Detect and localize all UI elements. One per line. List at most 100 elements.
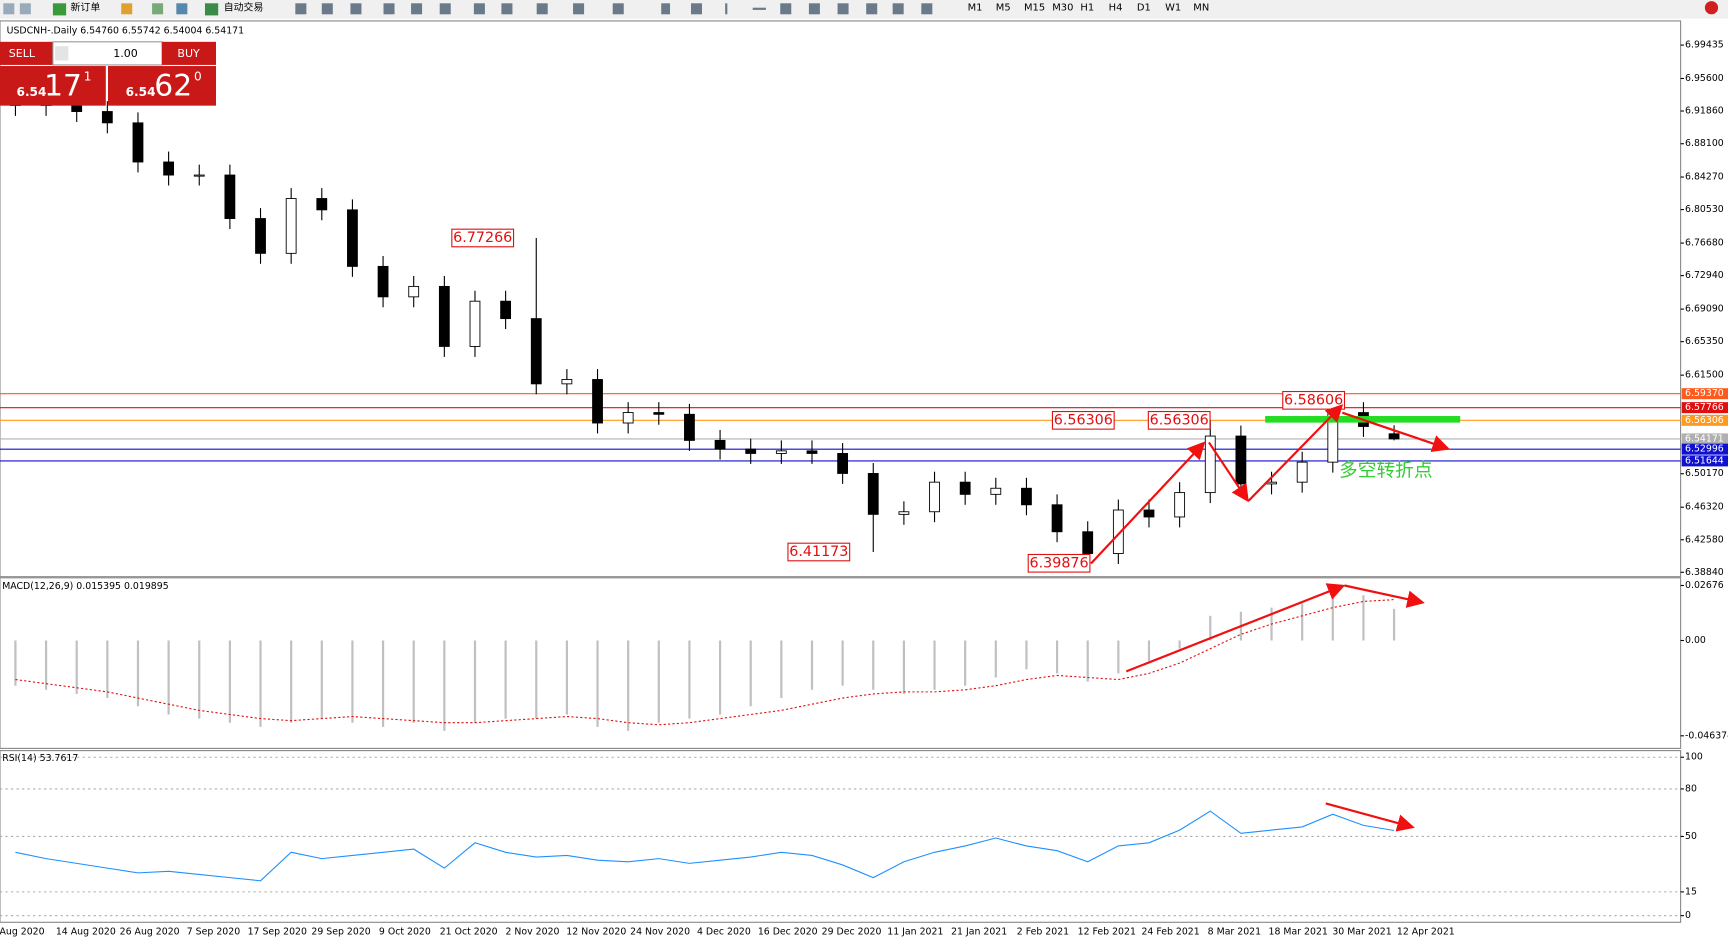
x-tick-label: 12 Nov 2020 (566, 927, 626, 938)
timeframe[interactable]: M1 (968, 3, 983, 14)
arrow (1247, 404, 1344, 502)
x-tick-label: 26 Aug 2020 (120, 927, 180, 938)
icon[interactable] (295, 3, 307, 15)
arrows (1090, 404, 1451, 832)
timeframe[interactable]: W1 (1165, 3, 1181, 14)
icon[interactable] (725, 3, 728, 15)
y-tick-label: 6.99435 (1685, 40, 1724, 51)
bid-box[interactable] (0, 66, 106, 106)
icon[interactable] (892, 3, 904, 15)
lot-value[interactable]: 1.00 (113, 47, 138, 60)
icon[interactable] (501, 3, 513, 15)
timeframe[interactable]: M15 (1024, 3, 1045, 14)
x-tick-label: 8 Mar 2021 (1208, 927, 1261, 938)
icon[interactable] (204, 3, 219, 16)
level-label: 6.56306 (1685, 415, 1724, 426)
icon[interactable] (536, 3, 548, 15)
spin[interactable] (55, 46, 69, 61)
icon[interactable] (121, 3, 133, 15)
x-tick-label: 7 Sep 2020 (187, 927, 240, 938)
icon[interactable] (383, 3, 395, 15)
candle-body (745, 448, 757, 454)
arrow (1341, 411, 1451, 453)
y-tick-label: 6.91860 (1685, 106, 1724, 117)
icon[interactable] (808, 3, 820, 15)
y-tick-label: 0.02676 (1685, 580, 1724, 591)
ask-main: 62 (154, 68, 192, 103)
icon[interactable] (3, 3, 15, 15)
timeframe[interactable]: D1 (1137, 3, 1151, 14)
candle-body (837, 453, 849, 474)
icon[interactable] (176, 3, 188, 15)
icon[interactable] (411, 3, 423, 15)
rsi-line (15, 810, 1395, 882)
icon[interactable] (752, 7, 766, 10)
buy-label[interactable]: BUY (177, 47, 200, 60)
candle-body (101, 111, 113, 124)
macd-title: MACD(12,26,9) 0.015395 0.019895 (2, 581, 169, 592)
icon[interactable] (921, 3, 933, 15)
candle-body (1082, 531, 1094, 554)
sell-button[interactable] (0, 41, 53, 65)
icon[interactable] (690, 3, 702, 15)
candle-body (1143, 509, 1155, 518)
icon[interactable] (473, 3, 485, 15)
candle-body (1388, 433, 1400, 440)
x-tick-label: 29 Sep 2020 (311, 927, 370, 938)
y-tick-label: 6.61500 (1685, 370, 1724, 381)
ask-box[interactable] (108, 66, 216, 106)
level-tag (1681, 433, 1728, 445)
icon[interactable] (780, 3, 792, 15)
icon[interactable] (52, 3, 67, 16)
candle-body (408, 285, 420, 298)
timeframe[interactable]: H4 (1109, 3, 1123, 14)
icon[interactable] (19, 3, 31, 15)
auto-trading[interactable]: 自动交易 (224, 1, 264, 14)
x-tick-label: 24 Feb 2021 (1141, 927, 1199, 938)
candle-body (469, 300, 481, 347)
candle-body (561, 379, 573, 385)
new-order[interactable]: 新订单 (71, 1, 101, 14)
icon[interactable] (321, 3, 333, 15)
chart-title: USDCNH-.Daily 6.54760 6.55742 6.54004 6.… (7, 25, 245, 36)
arrow (1208, 441, 1249, 503)
buy-button[interactable] (162, 41, 216, 65)
candle-body (806, 450, 818, 454)
y-tick-label: 100 (1685, 752, 1703, 763)
alert-icon[interactable] (1704, 1, 1719, 15)
candle-body (684, 413, 695, 441)
icon[interactable] (573, 3, 585, 15)
price-callout-label: 6.41173 (789, 544, 848, 560)
price-callout (787, 542, 851, 562)
turning-point-note: 多空转折点 (1339, 461, 1433, 482)
icon[interactable] (152, 3, 164, 15)
timeframe[interactable]: M30 (1052, 3, 1073, 14)
icon[interactable] (661, 3, 671, 15)
x-tick-label: 11 Jan 2021 (887, 927, 943, 938)
icon[interactable] (837, 3, 849, 15)
icon[interactable] (439, 3, 451, 15)
price-callout (451, 228, 515, 248)
icon[interactable] (612, 3, 624, 15)
icon[interactable] (350, 3, 362, 15)
candle-body (592, 379, 603, 424)
lot-input[interactable] (52, 41, 163, 66)
x-tick-label: 21 Jan 2021 (951, 927, 1007, 938)
sell-label[interactable]: SELL (9, 47, 36, 60)
x-tick-label: 18 Mar 2021 (1269, 927, 1328, 938)
bid-main: 17 (44, 68, 82, 103)
y-tick-label: 6.84270 (1685, 172, 1724, 183)
bid-sup: 1 (84, 70, 92, 84)
rsi-title: RSI(14) 53.7617 (2, 753, 78, 764)
candle-body (285, 198, 297, 254)
timeframe[interactable]: H1 (1080, 3, 1094, 14)
toolbar: 新订单 自动交易 M1 M5 M1 (0, 0, 1728, 19)
level-label: 6.51644 (1685, 455, 1724, 466)
y-tick-label: -0.046374 (1685, 730, 1728, 741)
timeframe[interactable]: MN (1193, 3, 1209, 14)
price-callout (1147, 410, 1211, 430)
icon[interactable] (866, 3, 878, 15)
x-tick-label: 17 Sep 2020 (248, 927, 307, 938)
candle-body (1021, 487, 1032, 506)
timeframe[interactable]: M5 (996, 3, 1011, 14)
